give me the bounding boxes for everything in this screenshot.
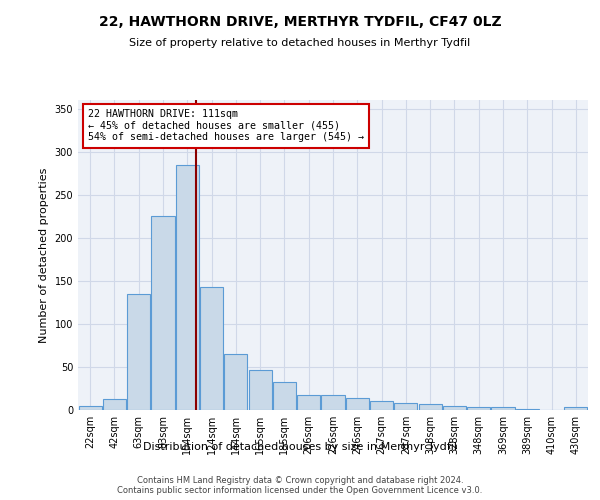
Text: 22, HAWTHORN DRIVE, MERTHYR TYDFIL, CF47 0LZ: 22, HAWTHORN DRIVE, MERTHYR TYDFIL, CF47… [98, 15, 502, 29]
Bar [151, 216, 175, 410]
Bar [516, 409, 539, 410]
Bar [200, 287, 223, 410]
Bar [127, 294, 150, 410]
Text: Distribution of detached houses by size in Merthyr Tydfil: Distribution of detached houses by size … [143, 442, 457, 452]
Bar [79, 406, 101, 410]
Bar [297, 396, 320, 410]
Bar [273, 382, 296, 410]
Bar [103, 399, 126, 410]
Bar [467, 406, 490, 410]
Bar [491, 408, 515, 410]
Text: 22 HAWTHORN DRIVE: 111sqm
← 45% of detached houses are smaller (455)
54% of semi: 22 HAWTHORN DRIVE: 111sqm ← 45% of detac… [88, 110, 364, 142]
Bar [322, 396, 344, 410]
Bar [224, 354, 247, 410]
Text: Size of property relative to detached houses in Merthyr Tydfil: Size of property relative to detached ho… [130, 38, 470, 48]
Text: Contains HM Land Registry data © Crown copyright and database right 2024.
Contai: Contains HM Land Registry data © Crown c… [118, 476, 482, 495]
Bar [346, 398, 369, 410]
Bar [443, 406, 466, 410]
Y-axis label: Number of detached properties: Number of detached properties [39, 168, 49, 342]
Bar [419, 404, 442, 410]
Bar [176, 164, 199, 410]
Bar [394, 403, 418, 410]
Bar [565, 408, 587, 410]
Bar [370, 402, 393, 410]
Bar [248, 370, 272, 410]
